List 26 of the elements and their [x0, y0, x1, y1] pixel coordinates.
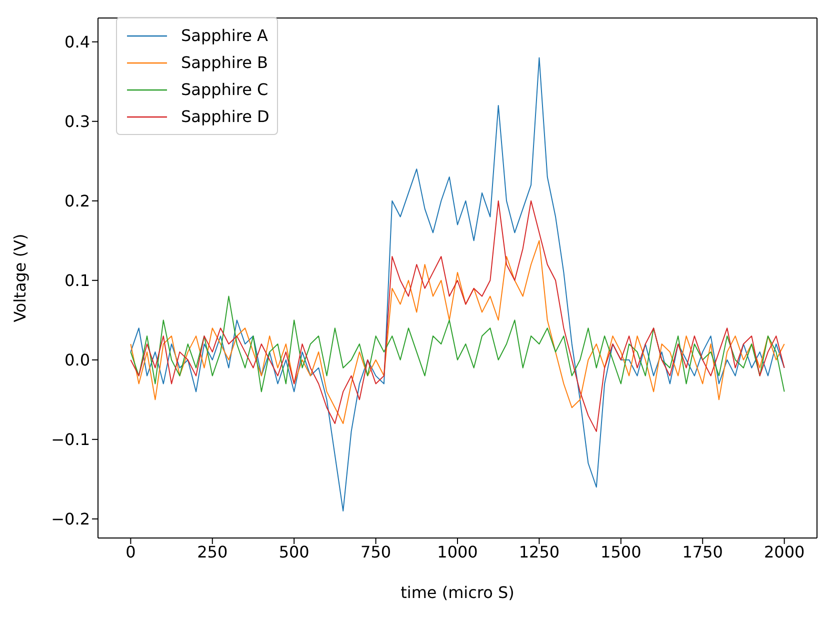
line-series [130, 240, 785, 424]
y-tick-label: 0.3 [64, 112, 90, 132]
x-tick-label: 750 [360, 542, 392, 562]
x-tick-label: 2000 [764, 542, 805, 562]
y-tick-label: 0.2 [64, 192, 90, 211]
legend-label: Sapphire C [181, 80, 268, 99]
x-tick-label: 0 [126, 542, 136, 562]
y-tick-label: −0.2 [51, 510, 90, 529]
line-series [130, 57, 785, 512]
y-tick-label: 0.4 [64, 32, 90, 52]
line-series [130, 296, 785, 392]
legend-label: Sapphire B [181, 53, 268, 72]
y-tick-label: 0.0 [64, 350, 90, 370]
legend-label: Sapphire D [181, 107, 270, 126]
x-axis-title: time (micro S) [400, 583, 514, 602]
x-tick-label: 1250 [518, 542, 560, 562]
x-tick-label: 1000 [437, 542, 478, 562]
y-tick-label: −0.1 [51, 430, 90, 450]
line-series [130, 200, 785, 432]
legend-label: Sapphire A [181, 26, 268, 45]
x-tick-label: 1500 [600, 542, 642, 562]
x-tick-label: 1750 [682, 542, 723, 562]
x-tick-label: 250 [197, 542, 228, 562]
y-tick-label: 0.1 [64, 271, 90, 290]
x-tick-label: 500 [278, 542, 310, 562]
y-axis-title: Voltage (V) [10, 234, 30, 322]
